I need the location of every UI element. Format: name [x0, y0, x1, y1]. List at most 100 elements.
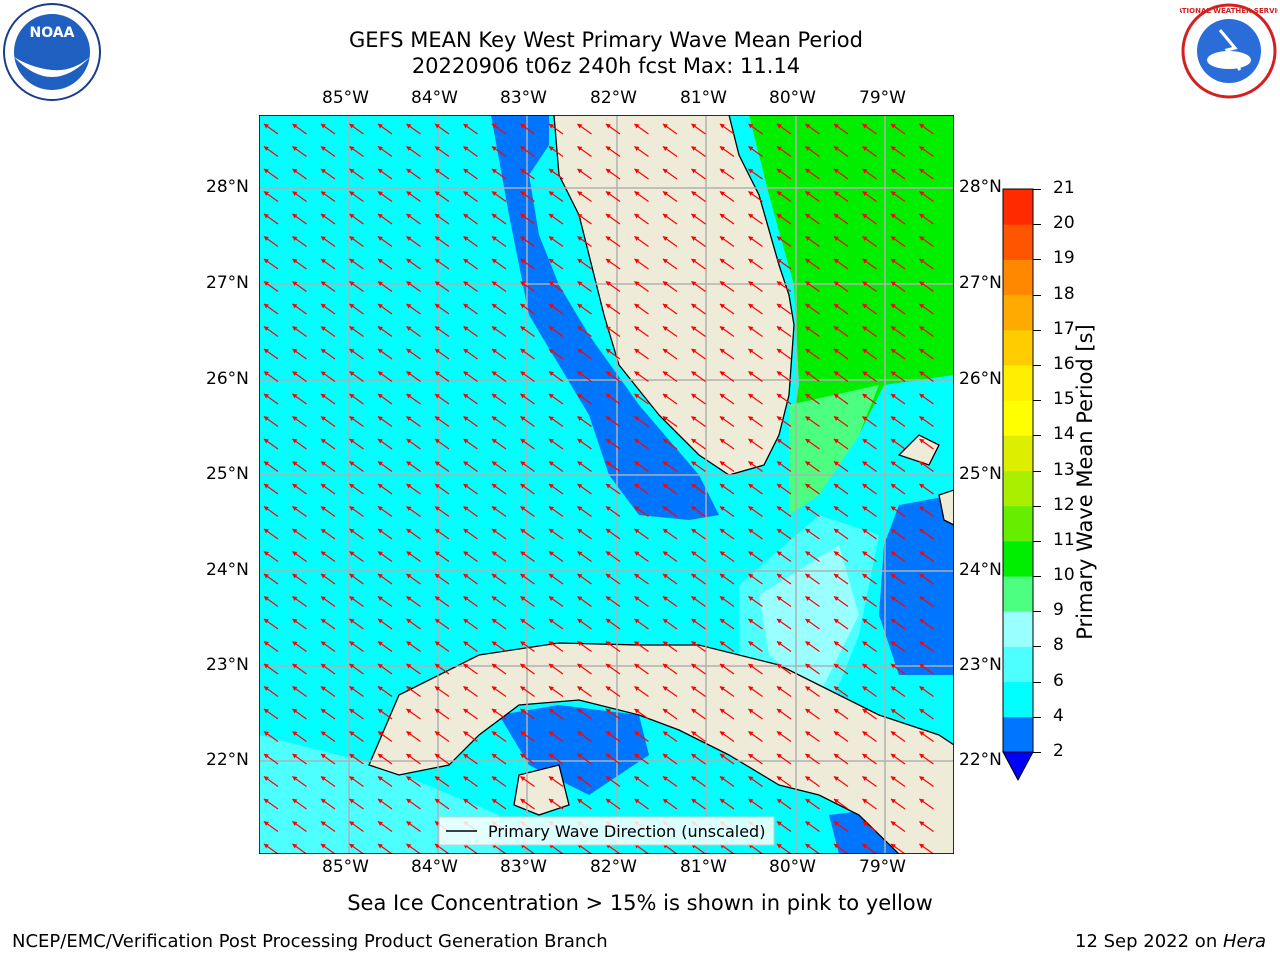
- wave-arrow: [890, 753, 906, 765]
- colorbar-tick-mark: [1033, 681, 1041, 683]
- wave-arrow: [548, 371, 564, 382]
- wave-arrow: [292, 303, 307, 315]
- wave-arrow: [292, 393, 307, 405]
- lat-left-27: 27°N: [206, 273, 249, 293]
- wave-arrow: [890, 551, 906, 562]
- wave-arrow: [719, 843, 735, 854]
- colorbar-tick-mark: [1033, 224, 1041, 226]
- lon-top-79: 79°W: [859, 88, 906, 108]
- wave-arrow: [349, 663, 364, 675]
- wave-arrow: [776, 506, 792, 517]
- wave-arrow: [377, 438, 393, 450]
- wave-arrow: [263, 146, 279, 157]
- wave-arrow: [748, 258, 763, 270]
- wave-arrow: [833, 663, 849, 675]
- wave-arrow: [434, 146, 450, 157]
- wave-arrow: [833, 731, 849, 742]
- wave-arrow: [719, 663, 735, 675]
- wave-arrow: [662, 731, 678, 742]
- wave-arrow: [491, 596, 507, 607]
- wave-arrow: [263, 236, 279, 247]
- wave-arrow: [349, 753, 364, 765]
- wave-arrow: [463, 483, 478, 495]
- nws-logo: NATIONAL WEATHER SERVICE: [1180, 3, 1278, 99]
- wave-arrow: [634, 191, 649, 202]
- lon-bottom-83: 83°W: [500, 857, 547, 877]
- wave-arrow: [320, 281, 336, 292]
- lat-left-22: 22°N: [206, 750, 249, 770]
- wave-arrow: [862, 686, 877, 697]
- wave-arrow: [805, 821, 820, 832]
- wave-arrow: [634, 573, 649, 585]
- wave-arrow: [292, 281, 307, 292]
- wave-arrow: [605, 483, 621, 495]
- wave-arrow: [349, 483, 364, 495]
- wave-arrow: [833, 258, 849, 270]
- wave-arrow: [776, 821, 792, 832]
- wave-arrow: [548, 641, 564, 652]
- wave-arrow: [548, 686, 564, 697]
- wave-arrow: [890, 371, 906, 382]
- colorbar-segment: [1003, 259, 1033, 296]
- colorbar-tick-label: 11: [1053, 529, 1075, 550]
- wave-arrow: [292, 821, 307, 832]
- wave-arrow: [320, 506, 336, 517]
- wave-arrow: [719, 146, 735, 157]
- wave-arrow: [919, 168, 934, 180]
- wave-arrow: [719, 798, 735, 810]
- wave-arrow: [662, 258, 678, 270]
- wave-arrow: [776, 596, 792, 607]
- wave-arrow: [776, 416, 792, 427]
- wave-arrow: [292, 596, 307, 607]
- colorbar-tick-label: 16: [1053, 353, 1075, 374]
- colorbar-segment: [1003, 716, 1033, 753]
- wave-arrow: [890, 416, 906, 427]
- wave-arrow: [862, 618, 877, 630]
- wave-arrow: [463, 843, 478, 854]
- wave-arrow: [349, 371, 364, 382]
- colorbar-tick-label: 2: [1053, 741, 1064, 761]
- wave-arrow: [890, 843, 906, 854]
- wave-arrow: [748, 843, 763, 854]
- lon-top-84: 84°W: [411, 88, 458, 108]
- wave-arrow: [919, 258, 934, 270]
- colorbar-segment: [1003, 400, 1033, 436]
- wave-arrow: [491, 281, 507, 292]
- svg-text:NOAA: NOAA: [30, 25, 75, 41]
- wave-arrow: [434, 843, 450, 854]
- colorbar-tick-mark: [1033, 505, 1041, 507]
- wave-arrow: [292, 146, 307, 157]
- wave-arrow: [263, 551, 279, 562]
- wave-arrow: [776, 686, 792, 697]
- wave-arrow: [776, 303, 792, 315]
- footer-date: 12 Sep 2022 on Hera: [1075, 931, 1266, 952]
- wave-arrow: [719, 438, 735, 450]
- wave-arrow: [662, 393, 678, 405]
- chart-subtitle: 20220906 t06z 240h fcst Max: 11.14: [411, 54, 801, 78]
- wave-arrow: [520, 483, 535, 495]
- wave-arrow: [577, 798, 592, 810]
- colorbar-segment: [1003, 611, 1033, 647]
- wave-arrow: [292, 573, 307, 585]
- wave-arrow: [434, 348, 450, 360]
- wave-arrow: [634, 618, 649, 630]
- wave-arrow: [805, 258, 820, 270]
- lat-right-23: 23°N: [959, 655, 1002, 675]
- wave-arrow: [605, 663, 621, 675]
- wave-arrow: [548, 416, 564, 427]
- wave-arrow: [263, 506, 279, 517]
- wave-arrow: [349, 258, 364, 270]
- wave-arrow: [919, 686, 934, 697]
- wave-arrow: [662, 461, 678, 472]
- colorbar-tick-mark: [1033, 329, 1041, 331]
- wave-arrow: [748, 326, 763, 337]
- wave-arrow: [634, 753, 649, 765]
- wave-arrow: [349, 506, 364, 517]
- wave-arrow: [320, 168, 336, 180]
- wave-arrow: [548, 236, 564, 247]
- wave-arrow: [833, 168, 849, 180]
- wave-arrow: [463, 191, 478, 202]
- wave-arrow: [320, 641, 336, 652]
- wave-arrow: [349, 213, 364, 225]
- wave-arrow: [691, 146, 706, 157]
